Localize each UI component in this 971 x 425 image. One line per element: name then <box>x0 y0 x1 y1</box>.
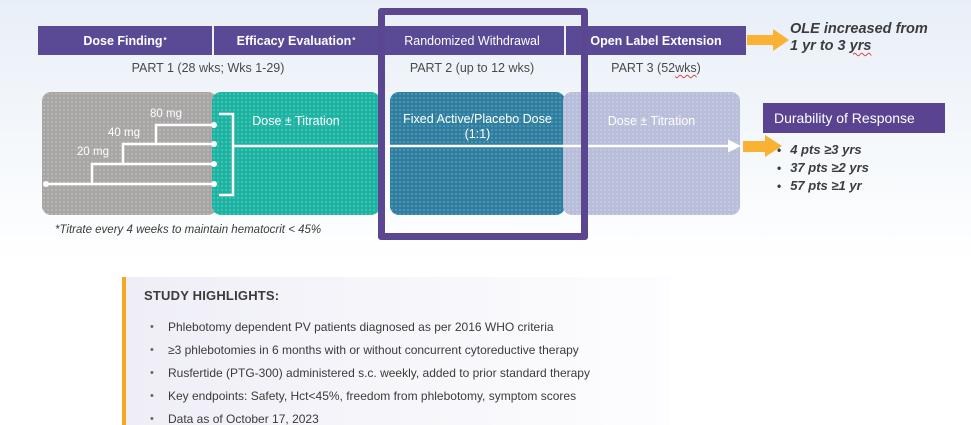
dose-step-40mg-label: 40 mg <box>108 127 140 139</box>
ole-note-line2: 1 yr to 3 yrs <box>790 38 960 55</box>
titration-footnote: *Titrate every 4 weeks to maintain hemat… <box>55 224 322 236</box>
dose-escalation-box <box>42 92 217 215</box>
phase-header-open-label-extension: Open Label Extension <box>566 26 746 55</box>
footnote-marker: * <box>163 36 167 45</box>
durability-of-response-header: Durability of Response <box>763 103 945 133</box>
highlight-item: Data as of October 17, 2023 <box>144 408 656 425</box>
part3-label: PART 3 (52 wks) <box>566 60 746 76</box>
ole-extension-arrow-icon <box>747 29 789 51</box>
part2-treatment-label: Fixed Active/Placebo Dose (1:1) <box>390 112 565 142</box>
part1-treatment-label: Dose ± Titration <box>252 114 340 128</box>
part3-treatment-label: Dose ± Titration <box>607 114 696 128</box>
durability-results-list: 4 pts ≥3 yrs 37 pts ≥2 yrs 57 pts ≥1 yr <box>777 141 967 195</box>
part1-label: PART 1 (28 wks; Wks 1-29) <box>131 61 285 75</box>
part2-treatment-line1: Fixed Active/Placebo Dose <box>403 112 552 126</box>
part2-treatment-line2: (1:1) <box>464 127 491 141</box>
durability-item: 37 pts ≥2 yrs <box>777 159 967 177</box>
study-highlights-list: Phlebotomy dependent PV patients diagnos… <box>144 316 656 425</box>
study-highlights-title: STUDY HIGHLIGHTS: <box>144 288 280 303</box>
part1-treatment-box: Dose ± Titration <box>212 92 380 215</box>
ole-increase-note: OLE increased from 1 yr to 3 yrs <box>790 21 960 55</box>
dose-step-80mg-label: 80 mg <box>150 108 182 120</box>
arrow-shaft <box>743 140 765 152</box>
study-highlights-panel: STUDY HIGHLIGHTS: Phlebotomy dependent P… <box>122 277 670 425</box>
part2-treatment-box: Fixed Active/Placebo Dose (1:1) <box>390 92 565 215</box>
phase-label: Randomized Withdrawal <box>404 33 540 48</box>
part3-text-close: ) <box>696 61 701 75</box>
phase-label: Dose Finding <box>83 33 163 48</box>
part3-text-spellcheck: wks <box>675 61 697 75</box>
footnote-marker: * <box>352 36 356 45</box>
phase-header-randomized-withdrawal: Randomized Withdrawal <box>380 26 564 55</box>
phase-label: Efficacy Evaluation <box>236 33 352 48</box>
ole-note-line2-text: 1 yr to 3 <box>790 38 850 54</box>
ole-note-line2-spellcheck: yrs <box>849 38 872 54</box>
part2-label: PART 2 (up to 12 wks) <box>409 61 535 75</box>
phase-header-dose-finding: Dose Finding * <box>38 26 212 55</box>
durability-item: 4 pts ≥3 yrs <box>777 141 967 159</box>
part3-text: PART 3 (52 <box>611 61 676 75</box>
part3-treatment-box: Dose ± Titration <box>563 92 740 215</box>
arrow-head <box>773 29 789 51</box>
highlight-item: Phlebotomy dependent PV patients diagnos… <box>144 316 656 339</box>
highlight-item: Key endpoints: Safety, Hct<45%, freedom … <box>144 385 656 408</box>
highlight-item: ≥3 phlebotomies in 6 months with or with… <box>144 339 656 362</box>
ole-note-line1: OLE increased from <box>790 21 928 37</box>
highlight-item: Rusfertide (PTG-300) administered s.c. w… <box>144 362 656 385</box>
durability-item: 57 pts ≥1 yr <box>777 177 967 195</box>
arrow-shaft <box>747 35 773 45</box>
phase-label: Open Label Extension <box>590 33 722 48</box>
dose-step-20mg-label: 20 mg <box>77 146 109 158</box>
phase-header-efficacy-evaluation: Efficacy Evaluation * <box>214 26 378 55</box>
randomized-withdrawal-highlight-outline <box>378 8 588 240</box>
